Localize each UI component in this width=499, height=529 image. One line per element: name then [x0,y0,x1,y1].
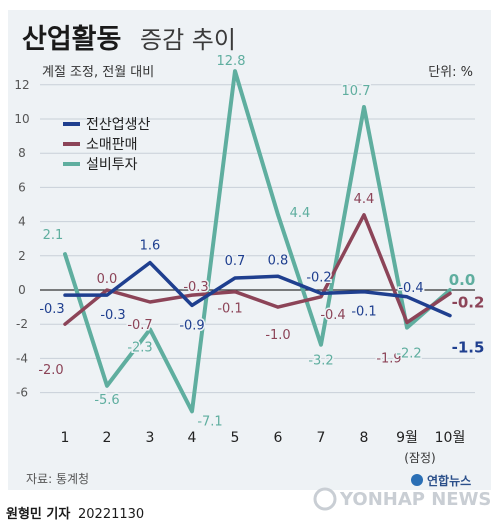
legend: 전산업생산 소매판매 설비투자 [63,117,151,173]
data-label-industrial: 0.7 [225,254,246,269]
y-tick-label: -6 [16,386,28,400]
x-tick-label: 9월 [396,430,418,446]
data-label-industrial: -0.1 [351,305,376,320]
data-label-retail: -1.0 [265,328,290,343]
unit-label: 단위: % [428,65,473,80]
data-label-industrial: -0.3 [100,308,125,323]
data-label-retail: -2.0 [38,363,63,378]
y-tick-label: 12 [14,78,29,92]
data-label-facility: -7.1 [197,414,222,429]
legend-label-industrial: 전산업생산 [86,117,151,133]
data-label-industrial: 1.6 [140,239,161,254]
y-tick-label: -4 [16,351,28,365]
yonhap-badge-icon [411,474,423,486]
y-tick-label: 8 [18,146,26,160]
data-label-industrial: -1.5 [452,339,485,357]
legend-label-facility: 설비투자 [86,157,138,173]
data-label-industrial: -0.2 [306,270,331,285]
data-label-facility: -3.2 [308,354,333,369]
data-label-facility: -2.3 [127,340,152,355]
chart-subtitle: 계절 조정, 전월 대비 [42,65,154,80]
y-tick-label: 4 [18,215,26,229]
x-tick-label: 1 [61,430,70,446]
data-label-retail: -0.3 [183,280,208,295]
x-tick-label: 3 [146,430,155,446]
data-label-facility: -2.2 [396,347,421,362]
chart-title-suffix: 증감 추이 [140,26,236,54]
x-tick-label: 4 [188,430,197,446]
data-label-retail: -0.4 [320,308,345,323]
x-tick-label: 7 [317,430,326,446]
x-tick-label: 8 [360,430,369,446]
y-tick-label: -2 [16,317,28,331]
yonhap-logo: 연합뉴스 YONHAP NEWS [313,473,491,511]
legend-label-retail: 소매판매 [86,137,138,153]
data-label-retail: -0.2 [452,293,485,311]
data-label-industrial: -0.4 [398,281,423,296]
date-label: 20221130 [78,507,144,522]
data-label-facility: 10.7 [342,84,371,99]
line-industrial-production [63,260,452,318]
yonhap-logo-icon [313,487,337,511]
data-label-retail: -0.7 [127,318,152,333]
provisional-note: (잠정) [404,451,435,465]
data-label-facility: 0.0 [449,271,476,289]
chart-panel [8,10,491,490]
y-tick-label: 6 [18,180,26,194]
yonhap-logo-text: 연합뉴스 [427,473,471,488]
x-tick-label: 5 [231,430,240,446]
chart-title: 산업활동 [22,24,121,55]
data-label-industrial: 0.8 [268,253,289,268]
data-label-retail: 4.4 [354,192,375,207]
data-label-retail: -0.1 [217,302,242,317]
data-label-facility: 4.4 [290,206,311,221]
y-tick-label: 2 [18,249,26,263]
yonhap-wordmark: YONHAP NEWS [339,489,491,510]
line-retail-sales [63,213,452,326]
x-tick-label: 6 [274,430,283,446]
x-tick-label: 2 [103,430,112,446]
y-tick-label: 10 [14,112,29,126]
data-label-retail: -1.9 [376,351,401,366]
data-label-industrial: -0.3 [39,302,64,317]
x-tick-label: 10월 [435,430,466,446]
byline: 원형민 기자 [6,506,70,522]
data-label-industrial: -0.9 [179,318,204,333]
data-label-facility: -5.6 [94,393,119,408]
data-label-facility: 12.8 [217,54,246,69]
data-label-facility: 2.1 [43,228,64,243]
y-tick-label: 0 [18,283,26,297]
data-label-retail: 0.0 [97,272,118,287]
line-facility-investment [63,69,452,414]
source-label: 자료: 통계청 [26,472,89,486]
